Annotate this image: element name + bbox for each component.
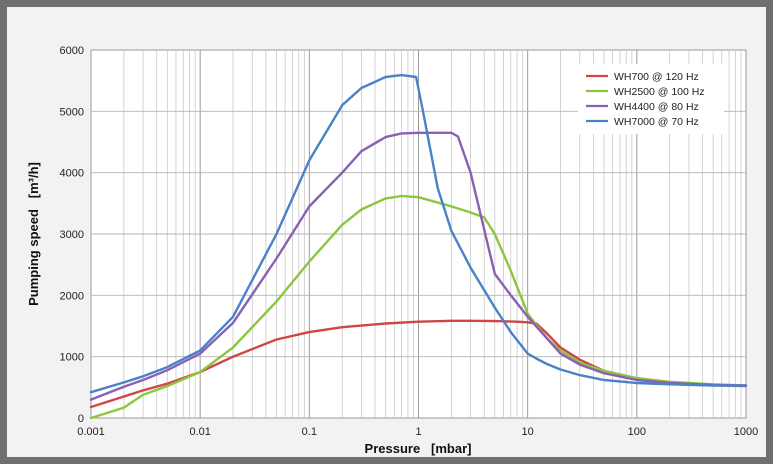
series-lines [89, 73, 748, 420]
x-axis-label: Pressure [mbar] [365, 441, 472, 456]
x-tick-label: 1 [415, 426, 421, 438]
legend-label: WH4400 @ 80 Hz [614, 101, 699, 113]
y-tick-label: 1000 [60, 352, 84, 364]
chart-panel: 0.001 0.01 0.1 1 10 100 1000 0 1000 2000 3000 4000… [7, 7, 766, 457]
series-line [89, 73, 748, 394]
x-tick-label: 0.001 [77, 426, 105, 438]
legend-label: WH2500 @ 100 Hz [614, 86, 705, 98]
legend: WH700 @ 120 Hz WH2500 @ 100 Hz WH4400 @ 80… [578, 64, 724, 134]
x-tick-label: 10 [522, 426, 534, 438]
x-tick-label: 0.01 [189, 426, 210, 438]
x-tick-label: 100 [628, 426, 646, 438]
x-tick-label: 0.1 [302, 426, 317, 438]
x-tick-label: 1000 [734, 426, 758, 438]
series-line [89, 131, 748, 401]
series-line [89, 194, 748, 420]
x-tick-labels: 0.001 0.01 0.1 1 10 100 1000 [77, 426, 758, 438]
y-tick-label: 4000 [60, 168, 84, 180]
y-tick-label: 0 [78, 413, 84, 425]
legend-label: WH700 @ 120 Hz [614, 71, 699, 83]
y-tick-label: 6000 [60, 45, 84, 57]
legend-label: WH7000 @ 70 Hz [614, 116, 699, 128]
y-tick-label: 5000 [60, 106, 84, 118]
y-tick-label: 3000 [60, 229, 84, 241]
pumping-speed-chart: 0.001 0.01 0.1 1 10 100 1000 0 1000 2000 3000 4000… [26, 45, 758, 456]
y-tick-labels: 0 1000 2000 3000 4000 5000 6000 [60, 45, 84, 425]
y-tick-label: 2000 [60, 290, 84, 302]
y-axis-label: Pumping speed [m³/h] [26, 162, 41, 306]
